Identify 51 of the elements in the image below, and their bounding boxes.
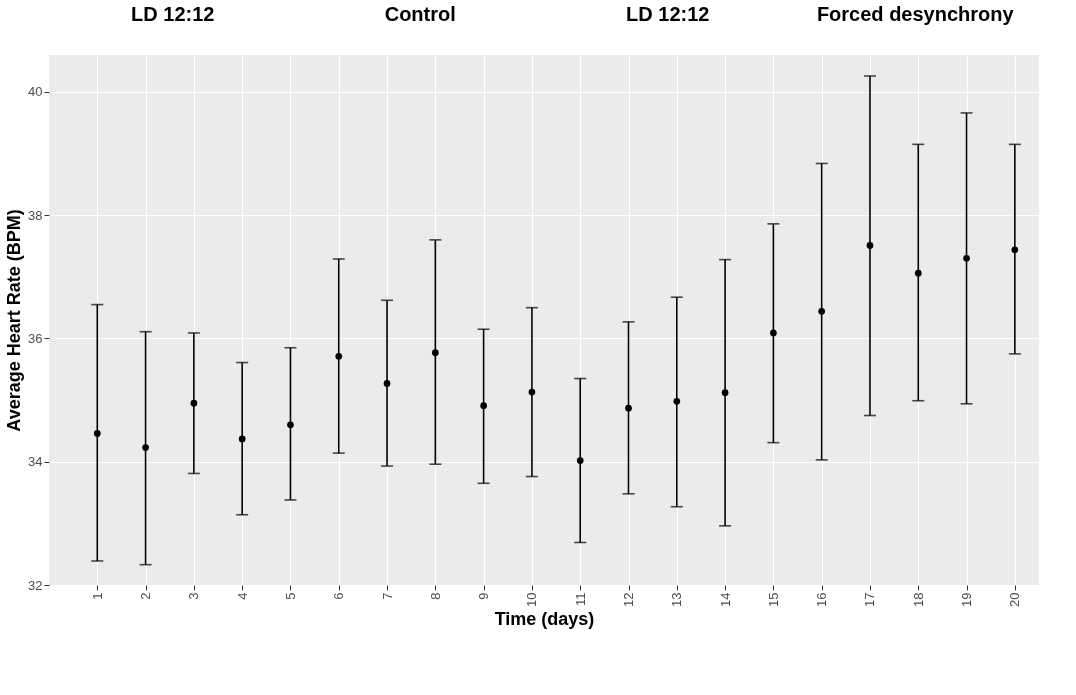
x-tick-label: 8 <box>427 592 443 600</box>
x-tick-label: 19 <box>959 592 975 607</box>
point <box>914 269 922 277</box>
x-tick-label: 6 <box>331 592 347 600</box>
x-tick-label: 12 <box>621 592 637 607</box>
x-tick-label: 16 <box>814 592 830 607</box>
text: Forced desynchrony <box>816 3 1015 25</box>
point <box>142 444 149 451</box>
x-tick-label: 17 <box>862 592 878 607</box>
x-tick-label: 13 <box>669 592 685 607</box>
point <box>287 421 294 429</box>
x-tick-label: 3 <box>186 592 202 600</box>
x-tick-label: 14 <box>717 592 733 607</box>
point <box>770 329 777 337</box>
point <box>673 398 681 405</box>
point <box>190 399 198 407</box>
point <box>721 389 729 397</box>
x-tick-label: 4 <box>234 592 250 600</box>
text: LD 12:12 <box>626 3 710 25</box>
point <box>431 349 439 357</box>
y-tick-label: 34 <box>28 454 43 470</box>
point <box>528 388 536 396</box>
x-axis-title: Time (days) <box>494 608 595 629</box>
x-tick-label: 15 <box>765 592 781 607</box>
point <box>576 457 584 464</box>
point <box>866 242 874 249</box>
point <box>93 430 101 437</box>
point <box>625 404 632 412</box>
y-tick-label: 40 <box>28 84 43 100</box>
x-tick-label: 7 <box>379 592 395 600</box>
y-tick-label: 36 <box>28 330 43 346</box>
point <box>963 255 970 262</box>
y-tick-label: 38 <box>28 207 43 223</box>
point <box>480 402 487 410</box>
text: Control <box>384 3 456 25</box>
x-tick-label: 5 <box>282 592 298 600</box>
y-axis-title: Average Heart Rate (BPM) <box>4 209 25 432</box>
x-tick-label: 20 <box>1007 592 1023 607</box>
x-tick-label: 11 <box>572 592 588 606</box>
x-tick-label: 2 <box>138 592 154 600</box>
point <box>818 308 826 315</box>
text: LD 12:12 <box>131 3 215 25</box>
x-tick-label: 1 <box>89 592 105 600</box>
point <box>238 435 246 443</box>
point <box>335 353 343 360</box>
x-tick-label: 18 <box>910 592 926 607</box>
point <box>383 380 391 387</box>
point <box>1011 246 1019 254</box>
x-tick-label: 9 <box>476 592 492 600</box>
x-tick-label: 10 <box>524 592 540 607</box>
y-tick-label: 32 <box>28 577 43 593</box>
